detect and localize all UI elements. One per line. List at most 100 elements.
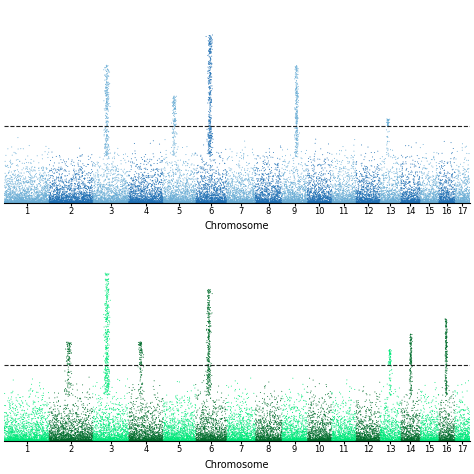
Point [321, 435, 329, 443]
Point [389, 434, 396, 442]
Point [407, 391, 415, 399]
Point [247, 433, 255, 440]
Point [170, 434, 177, 442]
Point [159, 432, 166, 439]
Point [25, 199, 32, 207]
Point [399, 198, 406, 205]
Point [356, 195, 364, 202]
Point [301, 181, 308, 188]
Point [4, 191, 12, 198]
Point [395, 198, 402, 206]
Point [59, 195, 66, 203]
Point [302, 184, 310, 191]
Point [55, 411, 63, 419]
Point [459, 437, 466, 444]
Point [16, 437, 23, 445]
Point [155, 437, 163, 444]
Point [311, 438, 319, 445]
Point [313, 197, 320, 205]
Point [275, 420, 283, 428]
Point [271, 436, 279, 444]
Point [465, 418, 473, 425]
Point [28, 437, 36, 444]
Point [425, 196, 432, 203]
Point [93, 437, 101, 445]
Point [170, 415, 178, 422]
Point [127, 431, 135, 438]
Point [166, 199, 174, 207]
Point [244, 197, 252, 205]
Point [391, 438, 398, 445]
Point [406, 199, 413, 206]
Point [442, 190, 450, 198]
Point [167, 199, 175, 206]
Point [425, 437, 433, 445]
Point [52, 180, 59, 187]
Point [225, 197, 232, 205]
Point [457, 427, 465, 434]
Point [102, 344, 109, 352]
Point [410, 194, 418, 201]
Point [79, 199, 86, 206]
Point [265, 434, 273, 442]
Point [125, 182, 132, 190]
Point [442, 195, 449, 202]
Point [227, 199, 234, 207]
Point [200, 438, 208, 445]
Point [120, 427, 128, 434]
Point [16, 185, 23, 193]
Point [105, 438, 113, 445]
Point [292, 435, 300, 442]
Point [321, 436, 328, 444]
Point [280, 198, 287, 206]
Point [392, 197, 400, 204]
Point [363, 198, 371, 206]
Point [343, 191, 351, 199]
Point [67, 194, 74, 202]
Point [115, 432, 122, 440]
Point [330, 196, 337, 203]
Point [200, 410, 208, 418]
Point [396, 402, 403, 410]
Point [105, 424, 112, 431]
Point [450, 438, 458, 445]
Point [210, 403, 218, 410]
Point [242, 196, 249, 203]
Point [110, 153, 118, 161]
Point [271, 190, 279, 198]
Point [296, 199, 303, 206]
Point [448, 437, 456, 445]
Point [317, 434, 324, 442]
Point [250, 436, 257, 444]
Point [322, 430, 329, 438]
Point [353, 435, 361, 443]
Point [141, 196, 148, 203]
Point [291, 192, 299, 200]
Point [91, 199, 99, 206]
Point [171, 198, 179, 205]
Point [273, 188, 281, 196]
Point [111, 419, 119, 427]
Point [433, 429, 440, 437]
Point [262, 435, 270, 442]
Point [460, 199, 467, 206]
Point [53, 438, 60, 445]
Point [264, 199, 271, 206]
Point [34, 437, 42, 445]
Point [456, 437, 464, 445]
Point [161, 184, 169, 192]
Point [396, 435, 403, 442]
Point [148, 199, 156, 207]
Point [378, 427, 385, 435]
Point [447, 428, 455, 436]
Point [390, 181, 398, 188]
Point [306, 437, 313, 445]
Point [256, 196, 264, 203]
Point [262, 426, 270, 434]
Point [192, 199, 200, 206]
Point [184, 193, 192, 201]
Point [127, 438, 135, 445]
Point [144, 172, 152, 180]
Point [53, 430, 60, 438]
Point [262, 434, 269, 441]
